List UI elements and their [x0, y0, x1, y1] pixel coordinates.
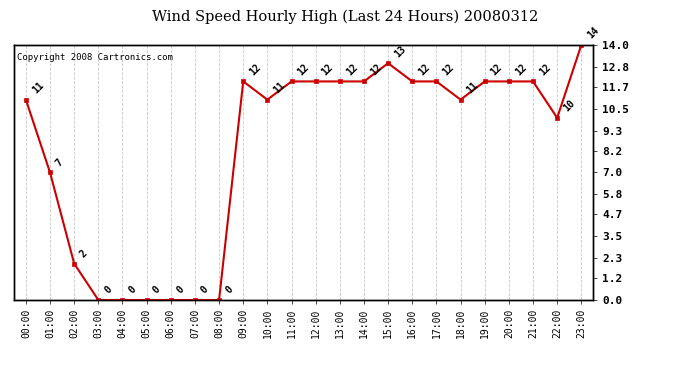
- Text: 12: 12: [248, 62, 263, 77]
- Text: 12: 12: [513, 62, 529, 77]
- Text: 0: 0: [175, 285, 186, 296]
- Text: 7: 7: [55, 157, 66, 168]
- Text: Copyright 2008 Cartronics.com: Copyright 2008 Cartronics.com: [17, 53, 172, 62]
- Text: 12: 12: [417, 62, 432, 77]
- Text: 12: 12: [489, 62, 504, 77]
- Text: 0: 0: [127, 285, 138, 296]
- Text: 0: 0: [199, 285, 210, 296]
- Text: 12: 12: [368, 62, 384, 77]
- Text: 0: 0: [151, 285, 162, 296]
- Text: 12: 12: [344, 62, 359, 77]
- Text: 13: 13: [393, 44, 408, 59]
- Text: 12: 12: [538, 62, 553, 77]
- Text: 11: 11: [465, 80, 480, 96]
- Text: 10: 10: [562, 98, 577, 114]
- Text: 0: 0: [103, 285, 114, 296]
- Text: 0: 0: [224, 285, 235, 296]
- Text: Wind Speed Hourly High (Last 24 Hours) 20080312: Wind Speed Hourly High (Last 24 Hours) 2…: [152, 9, 538, 24]
- Text: 12: 12: [441, 62, 456, 77]
- Text: 2: 2: [79, 248, 90, 259]
- Text: 14: 14: [586, 26, 601, 41]
- Text: 11: 11: [272, 80, 287, 96]
- Text: 11: 11: [30, 80, 46, 96]
- Text: 12: 12: [296, 62, 311, 77]
- Text: 12: 12: [320, 62, 335, 77]
